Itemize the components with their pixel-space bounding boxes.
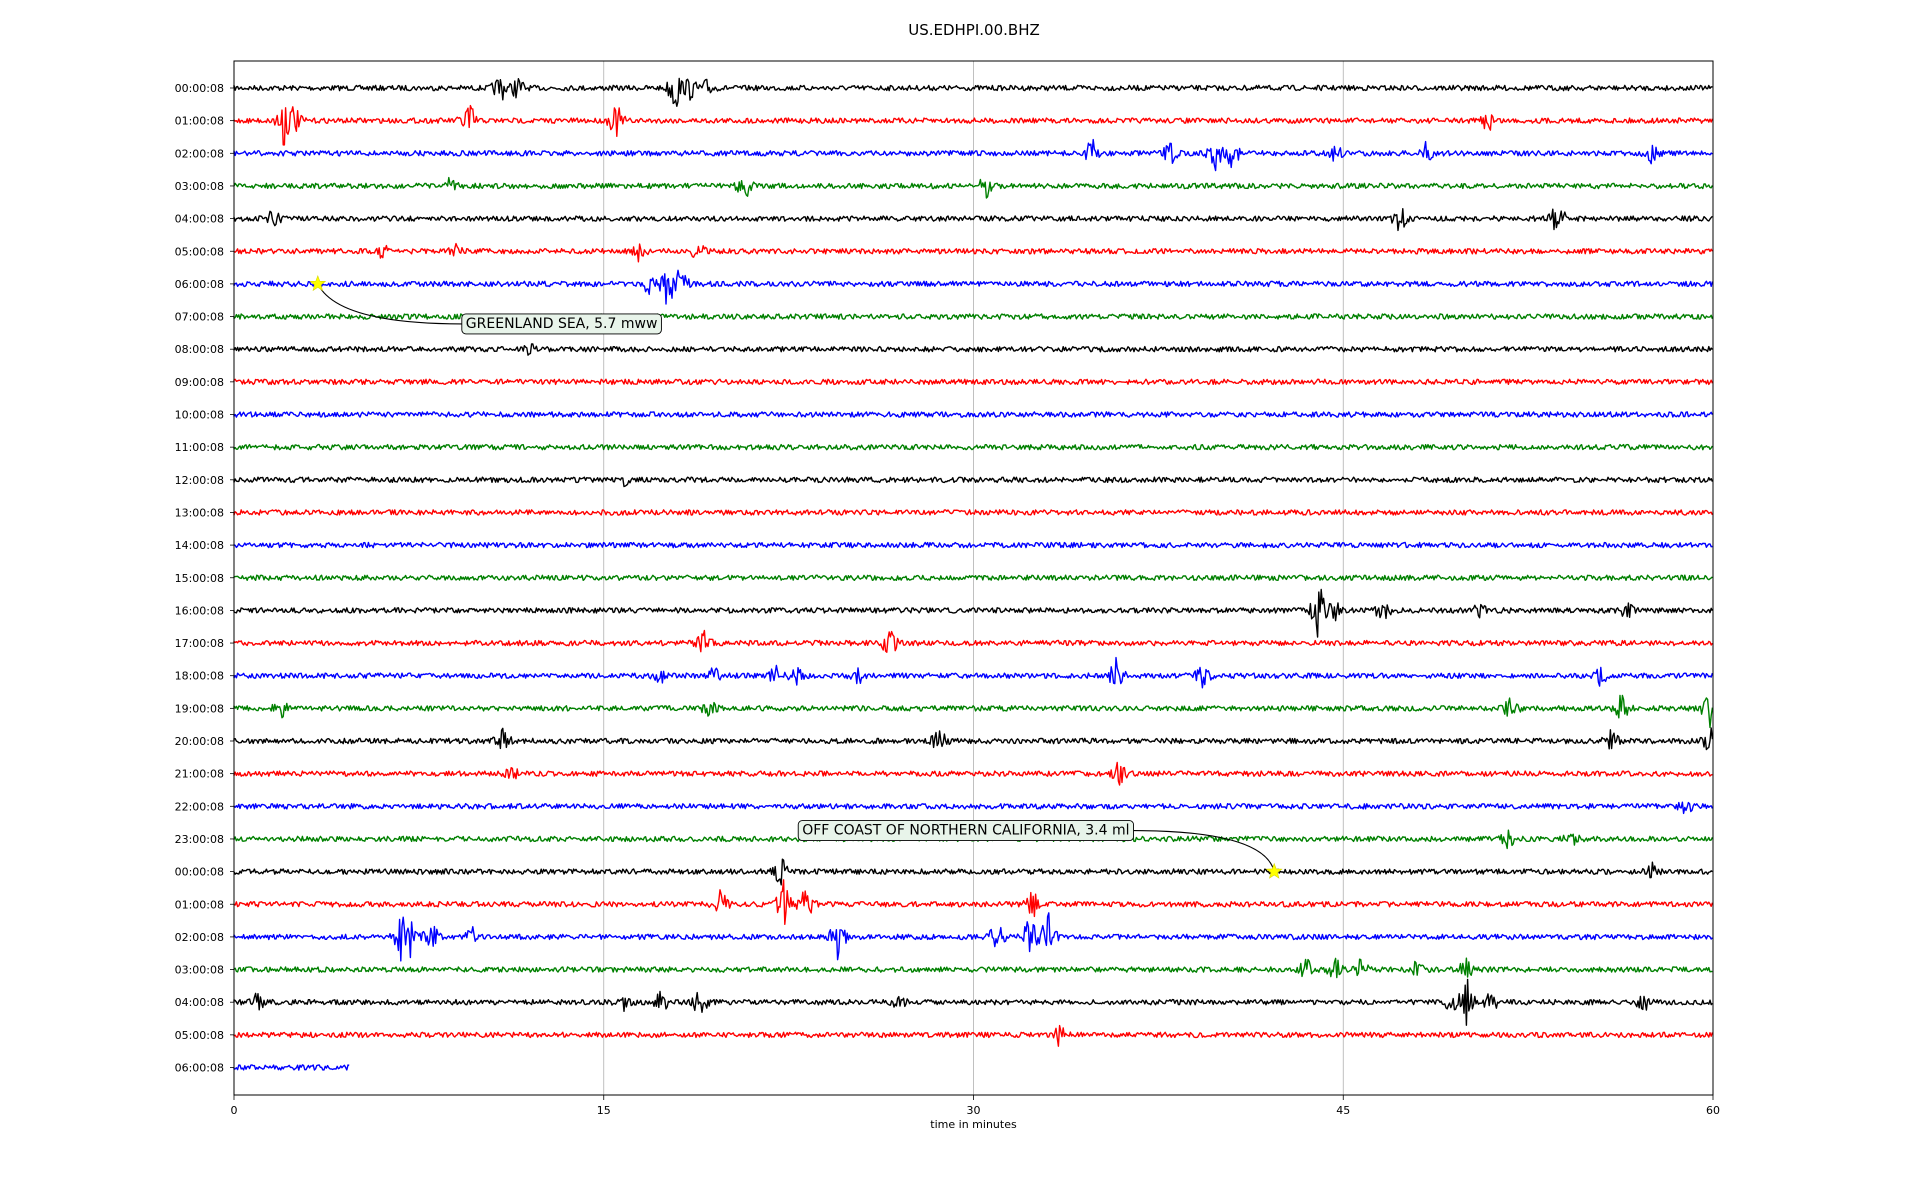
trace-row-2 (233, 138, 1713, 172)
y-tick-label: 13:00:08 (175, 506, 224, 519)
trace-row-26 (233, 912, 1713, 962)
trace-row-20 (233, 727, 1714, 751)
trace-row-12 (233, 476, 1714, 488)
seismic-traces (233, 77, 1714, 1071)
y-tick-label: 11:00:08 (175, 441, 224, 454)
chart-title: US.EDHPI.00.BHZ (908, 21, 1040, 39)
y-tick-label: 04:00:08 (175, 996, 224, 1009)
y-tick-label: 16:00:08 (175, 604, 224, 617)
trace-row-21 (233, 761, 1713, 786)
trace-row-3 (233, 176, 1714, 199)
trace-row-17 (233, 629, 1713, 653)
event-label: OFF COAST OF NORTHERN CALIFORNIA, 3.4 ml (802, 823, 1129, 839)
trace-row-28 (233, 978, 1713, 1026)
trace-row-25 (233, 879, 1714, 925)
trace-row-24 (233, 858, 1713, 886)
trace-row-22 (233, 801, 1714, 815)
trace-row-0 (233, 77, 1713, 107)
trace-row-9 (233, 378, 1714, 386)
trace-row-16 (233, 588, 1714, 638)
y-tick-label: 22:00:08 (175, 800, 224, 813)
y-tick-label: 01:00:08 (175, 115, 224, 128)
trace-row-13 (233, 509, 1714, 516)
trace-row-10 (233, 411, 1714, 418)
y-tick-label: 17:00:08 (175, 637, 224, 650)
y-tick-label: 09:00:08 (175, 376, 224, 389)
trace-row-5 (233, 242, 1714, 263)
y-tick-label: 10:00:08 (175, 409, 224, 422)
star-icon (309, 275, 327, 292)
x-tick-label: 45 (1336, 1104, 1350, 1117)
axes-frame (233, 60, 1714, 1096)
event-annotation: GREENLAND SEA, 5.7 mww (309, 275, 662, 335)
y-tick-label: 00:00:08 (175, 866, 224, 879)
trace-row-6 (233, 269, 1714, 305)
y-tick-label: 02:00:08 (175, 147, 224, 160)
y-tick-label: 05:00:08 (175, 1029, 224, 1042)
y-tick-label: 03:00:08 (175, 964, 224, 977)
y-tick-label: 21:00:08 (175, 768, 224, 781)
trace-row-1 (233, 104, 1714, 146)
x-tick-label: 15 (597, 1104, 611, 1117)
trace-row-14 (233, 541, 1713, 549)
event-label: GREENLAND SEA, 5.7 mww (466, 316, 658, 332)
y-tick-label: 19:00:08 (175, 702, 224, 715)
event-annotations: GREENLAND SEA, 5.7 mww OFF COAST OF NORTH… (309, 275, 1283, 879)
y-tick-label: 12:00:08 (175, 474, 224, 487)
trace-row-8 (233, 343, 1713, 356)
trace-row-29 (233, 1024, 1714, 1047)
y-tick-label: 23:00:08 (175, 833, 224, 846)
x-axis-label: time in minutes (930, 1118, 1017, 1131)
y-tick-label: 07:00:08 (175, 311, 224, 324)
y-tick-label: 04:00:08 (175, 213, 224, 226)
y-tick-label: 08:00:08 (175, 343, 224, 356)
trace-row-11 (233, 443, 1713, 451)
trace-row-19 (233, 694, 1714, 729)
y-tick-label: 20:00:08 (175, 735, 224, 748)
trace-row-18 (233, 656, 1714, 689)
y-tick-label: 15:00:08 (175, 572, 224, 585)
connector-line (1133, 830, 1275, 872)
trace-row-30 (233, 1064, 350, 1071)
y-tick-labels: 00:00:08 01:00:08 02:00:08 03:00:08 04:00:08… (175, 82, 234, 1075)
y-tick-label: 03:00:08 (175, 180, 224, 193)
trace-row-27 (233, 957, 1713, 979)
y-tick-label: 02:00:08 (175, 931, 224, 944)
y-tick-label: 18:00:08 (175, 670, 224, 683)
y-tick-label: 06:00:08 (175, 1062, 224, 1075)
x-tick-label: 0 (231, 1104, 238, 1117)
x-ticks: 0 15 30 45 60 (231, 1095, 1720, 1117)
event-label-box (461, 313, 662, 335)
y-tick-label: 14:00:08 (175, 539, 224, 552)
y-tick-label: 01:00:08 (175, 898, 224, 911)
x-tick-label: 60 (1706, 1104, 1720, 1117)
trace-row-15 (233, 574, 1713, 581)
y-tick-label: 05:00:08 (175, 245, 224, 258)
event-annotation: OFF COAST OF NORTHERN CALIFORNIA, 3.4 ml (797, 820, 1283, 879)
trace-row-4 (233, 208, 1713, 232)
y-tick-label: 06:00:08 (175, 278, 224, 291)
event-label-box (797, 820, 1134, 842)
star-icon (1265, 862, 1283, 879)
connector-line (317, 283, 462, 325)
y-tick-label: 00:00:08 (175, 82, 224, 95)
x-tick-label: 30 (967, 1104, 981, 1117)
